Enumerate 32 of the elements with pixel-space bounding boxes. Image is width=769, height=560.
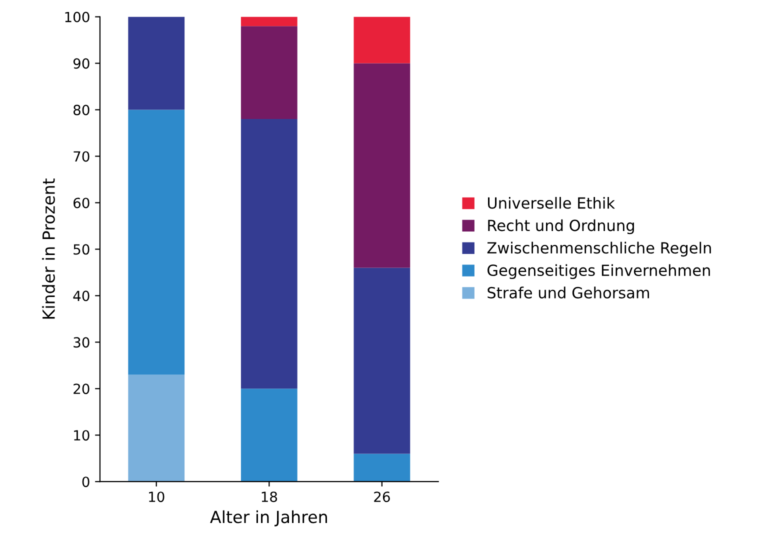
y-tick-label: 60 [74,198,90,208]
y-tick-label: 80 [74,104,90,116]
y-tick-label: 20 [74,384,90,394]
bar [240,388,298,482]
x-axis-title: Alter in Jahren [210,510,327,526]
y-tick-label: 10 [74,430,90,441]
bar [354,63,410,268]
legend-label: Zwischenmenschliche Regeln [487,242,711,257]
x-tick-label: 26 [374,492,390,502]
bar [128,374,185,482]
legend-label: Recht und Ordnung [488,219,634,234]
y-tick-label: 0 [82,476,90,488]
bar [240,16,298,26]
bar [240,119,298,389]
legend-label: Strafe und Gehorsam [488,286,650,298]
y-tick-label: 70 [74,151,90,162]
legend-label: Gegenseitiges Einvernehmen [488,264,710,280]
y-tick-label: 40 [73,290,90,302]
y-tick-label: 100 [65,12,90,22]
bar [240,26,298,120]
bar [354,16,410,64]
bar [354,268,410,454]
legend-label: Universelle Ethik [488,196,615,209]
y-tick-label: 30 [74,337,90,348]
x-tick-label: 18 [262,492,278,502]
x-tick-label: 10 [149,492,164,502]
y-tick-label: 90 [73,58,90,69]
y-tick-label: 50 [74,244,90,255]
bar [354,454,410,482]
y-axis-title: Kinder in Prozent [42,178,55,319]
bar [128,16,185,110]
bar [128,110,185,375]
